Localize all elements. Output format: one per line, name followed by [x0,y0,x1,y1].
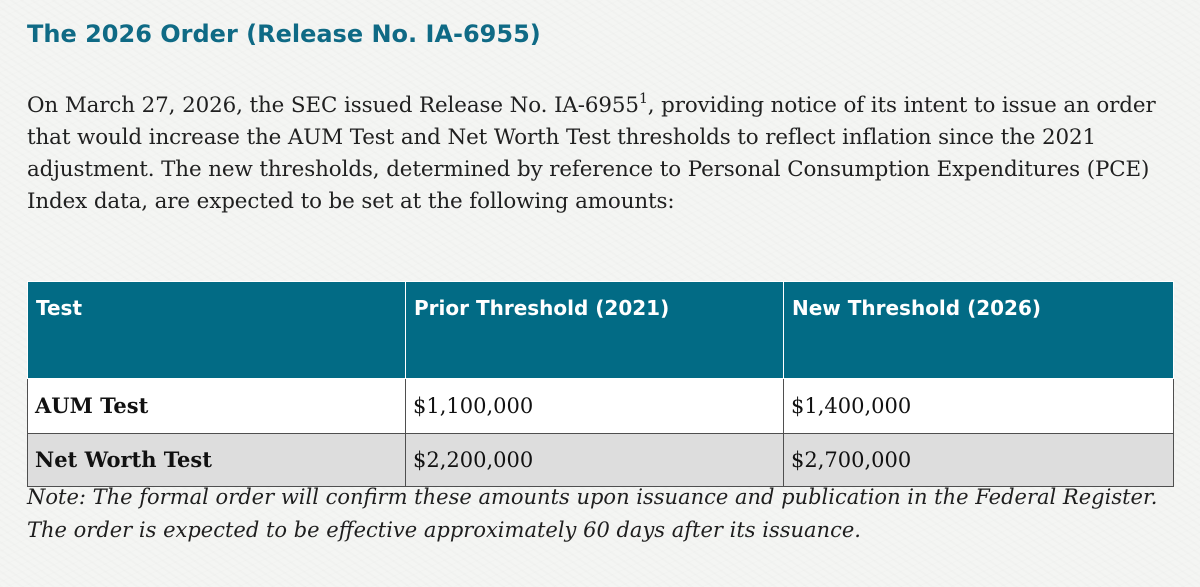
net-worth-test-label: Net Worth Test [27,433,406,487]
header-test: Test [27,281,406,379]
table-row-aum-test: AUM Test $1,100,000 $1,400,000 [27,378,1174,434]
threshold-table: Test Prior Threshold (2021) New Threshol… [27,281,1174,487]
table-row-net-worth-test: Net Worth Test $2,200,000 $2,700,000 [27,433,1174,487]
header-new-threshold: New Threshold (2026) [783,281,1174,379]
footnote-reference[interactable]: 1 [638,90,648,107]
header-prior-threshold: Prior Threshold (2021) [405,281,784,379]
table-note: Note: The formal order will confirm thes… [27,485,1158,542]
net-worth-prior-threshold: $2,200,000 [405,433,784,487]
intro-text-before-footnote: On March 27, 2026, the SEC issued Releas… [27,93,639,118]
aum-new-threshold: $1,400,000 [783,378,1174,434]
net-worth-new-threshold: $2,700,000 [783,433,1174,487]
threshold-table-header: Test Prior Threshold (2021) New Threshol… [27,281,1174,379]
aum-prior-threshold: $1,100,000 [405,378,784,434]
threshold-table-body: AUM Test $1,100,000 $1,400,000 Net Worth… [27,378,1174,487]
intro-paragraph: On March 27, 2026, the SEC issued Releas… [27,90,1167,218]
header-row: Test Prior Threshold (2021) New Threshol… [27,281,1174,379]
aum-test-label: AUM Test [27,378,406,434]
intro-text-after-footnote: , providing notice of its intent to issu… [27,93,1156,214]
section-heading: The 2026 Order (Release No. IA-6955) [27,20,541,48]
